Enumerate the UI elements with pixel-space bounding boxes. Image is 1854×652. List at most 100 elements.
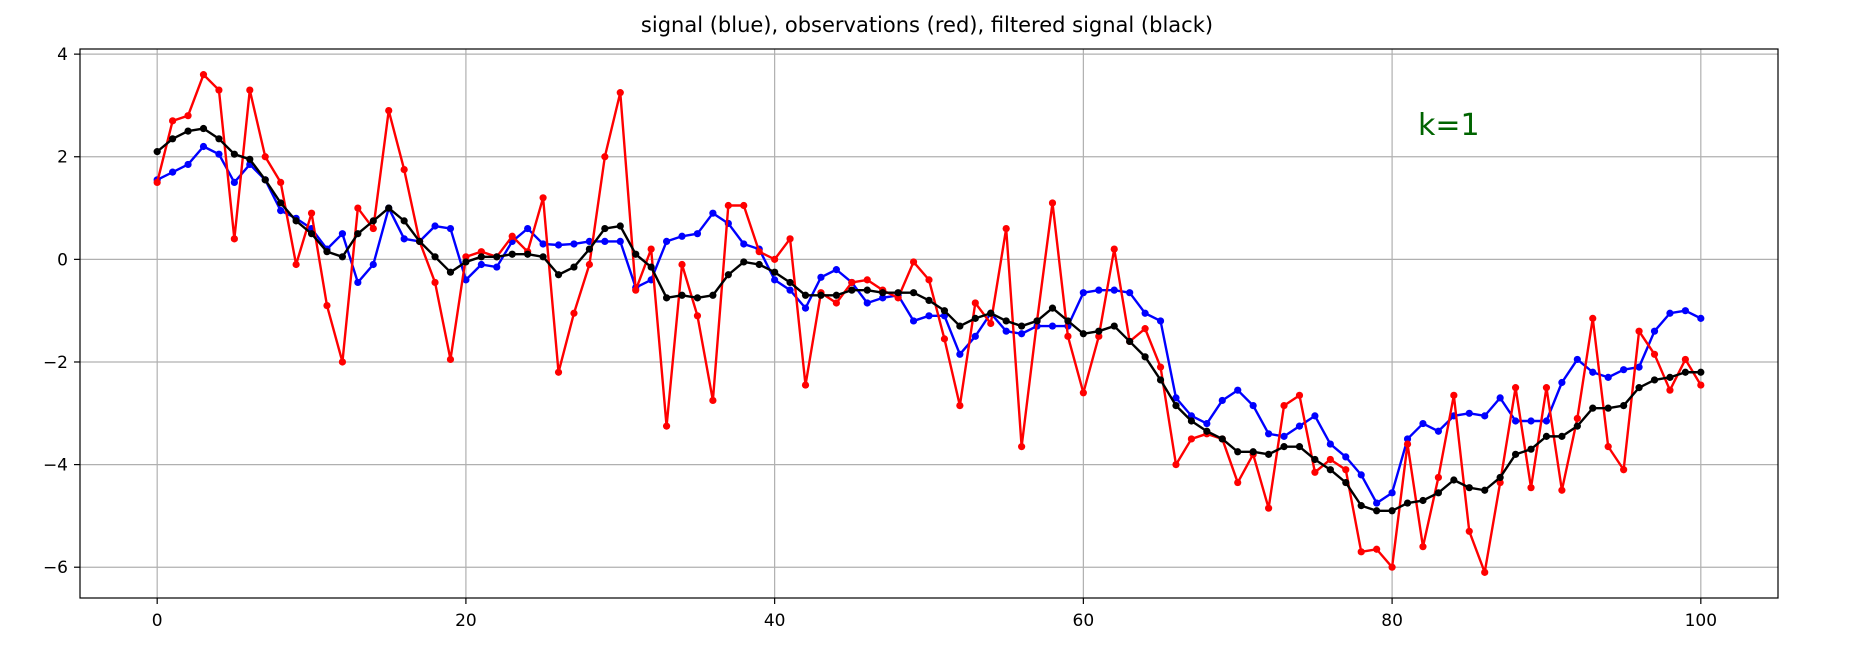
data-point [1511,417,1520,425]
series-line-0 [156,145,1702,505]
annotation-label: k=1 [1418,108,1480,143]
data-point [1604,443,1612,451]
data-point [230,235,238,243]
data-point [678,291,686,299]
data-point [431,222,439,230]
data-point [1265,430,1273,438]
data-point [277,199,285,207]
data-point [771,255,779,263]
data-point [1172,394,1180,402]
data-point [1280,443,1288,451]
data-point [1604,373,1612,381]
data-point [477,260,485,269]
data-point [1419,543,1427,551]
data-point [1434,427,1442,435]
data-point [508,250,516,258]
data-point [1666,373,1674,381]
data-point [786,235,794,243]
data-point [554,368,563,376]
data-point [1511,384,1520,392]
data-point [801,291,810,299]
data-point [662,422,671,430]
data-point [1018,330,1026,338]
data-point [817,273,825,281]
data-point [1681,307,1689,315]
data-point [1650,327,1659,335]
x-tick-label: 20 [455,611,477,631]
data-point [1326,466,1334,474]
x-tick-label: 0 [152,611,163,631]
data-point [153,178,161,186]
data-point [909,317,918,325]
data-point [554,241,563,249]
data-point [709,396,717,405]
data-point [925,312,933,320]
data-point [956,322,964,330]
data-point [848,278,856,287]
data-point [215,150,223,158]
data-point [832,299,840,307]
data-point [1434,489,1442,497]
data-point [740,201,748,210]
data-point [1079,389,1087,397]
data-point [632,250,640,258]
data-point [493,263,501,271]
data-point [1326,455,1334,464]
data-point [1373,499,1381,507]
series-line-1 [156,73,1702,574]
data-point [477,248,485,256]
y-tick-label: 4 [57,45,68,65]
data-point [539,240,547,248]
data-point [477,253,485,261]
x-tick-label: 100 [1685,611,1717,631]
y-tick-label: −2 [43,353,68,373]
data-point [338,230,347,238]
data-point [570,309,578,317]
data-point [724,271,732,279]
plot-frame [79,48,1779,599]
data-point [385,106,393,115]
data-point [431,253,439,261]
data-point [925,296,933,305]
data-point [1558,378,1566,387]
data-point [1203,427,1211,435]
data-point [1172,461,1180,469]
data-point [1311,455,1319,464]
data-point [169,135,177,143]
data-point [539,253,547,261]
data-point [1558,432,1566,440]
data-point [292,260,300,269]
data-point [662,237,671,246]
data-point [601,153,609,161]
data-point [1234,478,1242,487]
data-point [385,204,393,212]
data-point [1697,314,1705,322]
data-point [662,294,671,302]
data-point [570,240,578,248]
data-point [1079,289,1087,297]
data-point [169,117,177,125]
data-point [1141,325,1149,333]
data-point [1002,317,1010,325]
data-point [1496,394,1504,402]
series-line-2 [156,127,1701,512]
data-point [1620,366,1628,374]
data-point [848,286,856,294]
data-point [1234,448,1242,456]
data-point [1419,419,1427,428]
data-point [184,160,192,169]
data-point [1357,548,1365,556]
data-point [230,150,238,158]
data-point [169,168,177,176]
data-point [215,86,223,94]
data-point [971,314,979,322]
data-point [1218,435,1226,443]
data-point [740,240,748,248]
data-point [462,253,470,261]
data-point [1018,443,1026,451]
data-point [1373,545,1381,553]
data-point [1465,527,1473,535]
data-point [1280,432,1288,440]
